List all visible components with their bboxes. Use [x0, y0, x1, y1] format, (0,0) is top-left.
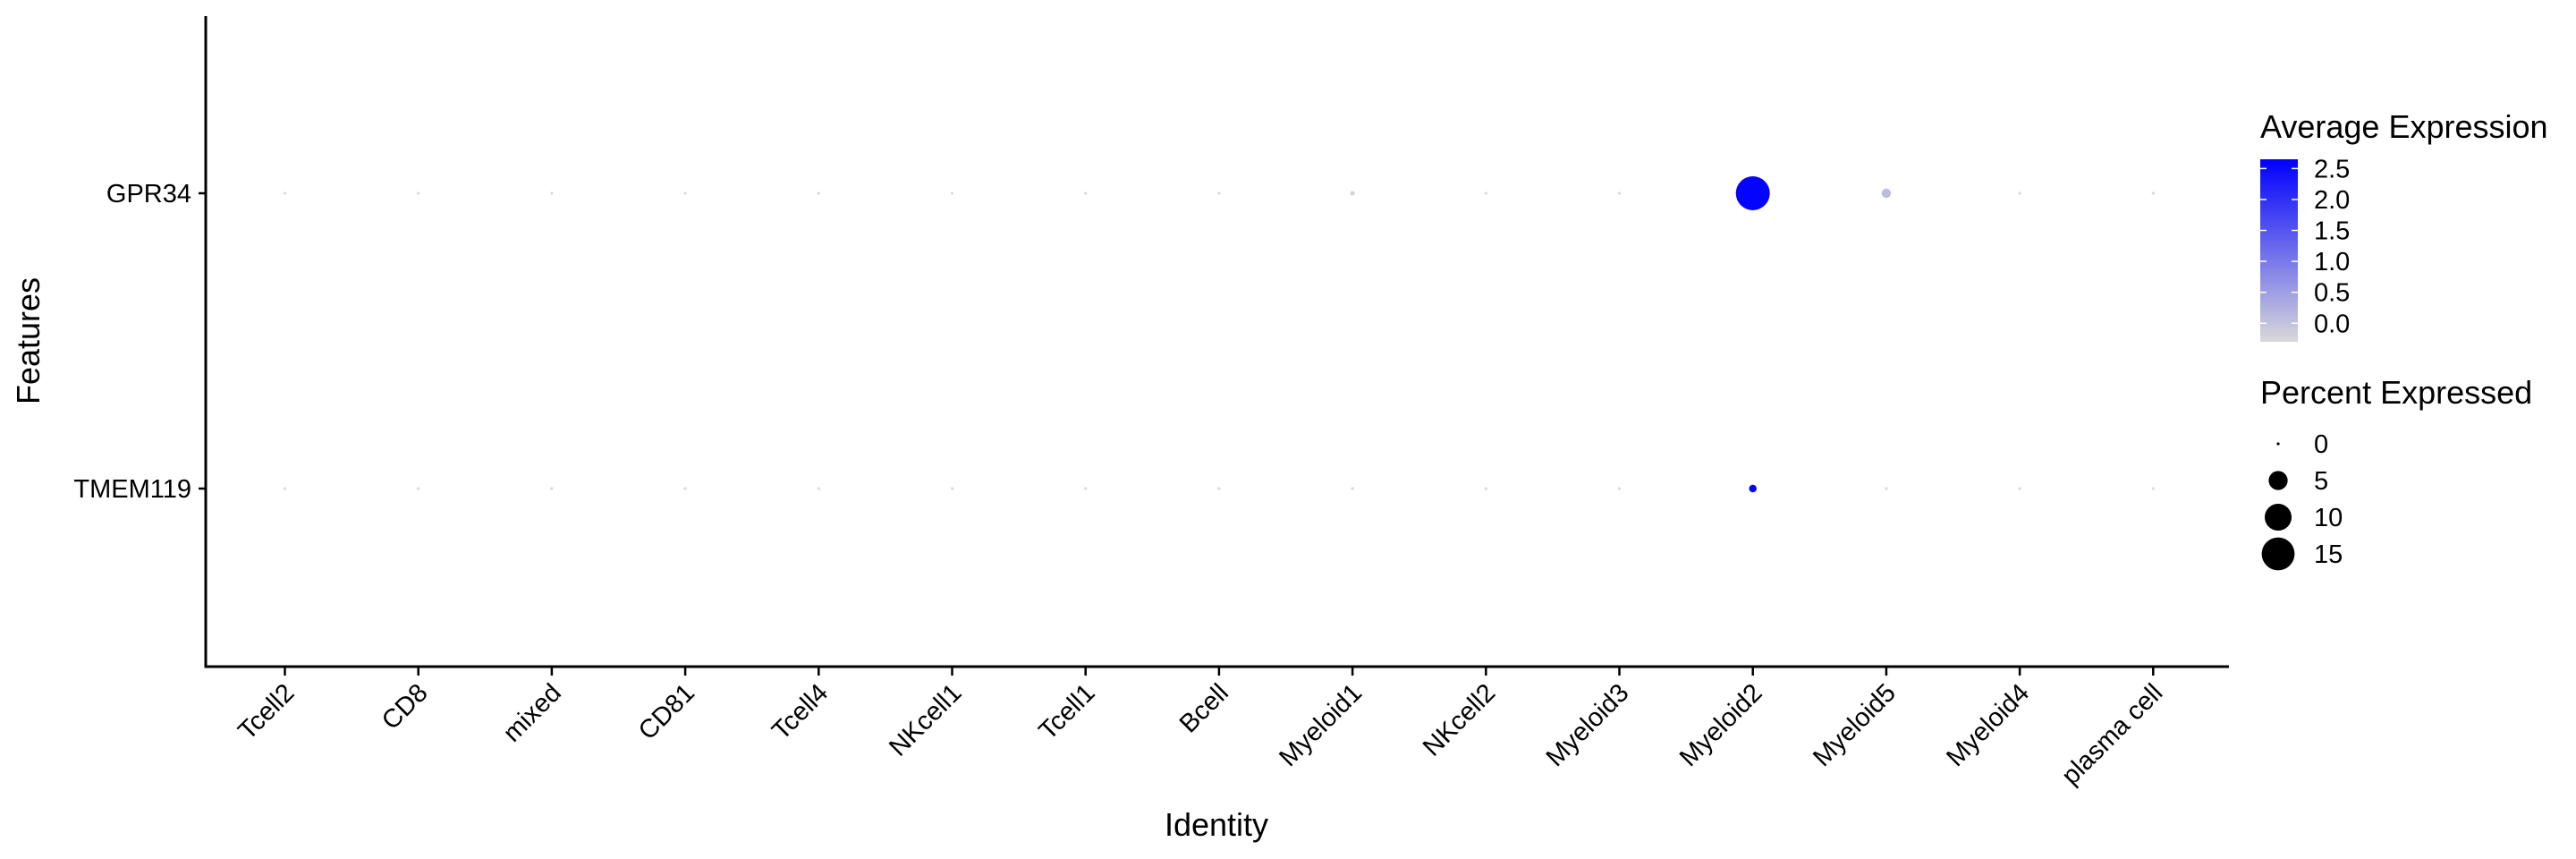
dot	[283, 487, 287, 490]
dot	[1217, 487, 1221, 490]
x-tick-label: Bcell	[1174, 678, 1234, 738]
dot	[1735, 176, 1770, 210]
dot	[550, 191, 554, 195]
color-ticks: 2.5 2.01.51.0 0.50.0	[2260, 155, 2350, 338]
x-tick-label: CD8	[377, 678, 434, 736]
y-tick-label: GPR34	[106, 180, 191, 208]
dot	[1885, 487, 1888, 490]
dot	[1351, 487, 1354, 490]
color-tick-label: 0.5	[2314, 279, 2350, 308]
dot	[1881, 188, 1892, 199]
dot	[550, 487, 554, 490]
dot	[2151, 191, 2155, 195]
y-axis-title: Features	[10, 277, 47, 404]
x-axis-title: Identity	[1165, 806, 1268, 843]
dots	[283, 176, 2155, 493]
y-tick-label: TMEM119	[73, 475, 191, 504]
color-tick-label: 0.0	[2314, 310, 2350, 338]
color-tick-label: 1.5	[2314, 217, 2350, 246]
size-legend-dot	[2276, 442, 2280, 446]
x-tick-label: Myeloid5	[1808, 678, 1902, 772]
dot	[1217, 191, 1221, 195]
dot	[1350, 191, 1355, 196]
x-ticks: Tcell2 CD8 mixed CD81 Tcell4 NKcell1 Tcell1 Bce…	[233, 667, 2168, 791]
dot	[950, 191, 954, 195]
x-tick-label: mixed	[498, 678, 567, 747]
x-tick-label: Tcell2	[233, 678, 300, 745]
x-tick-label: Myeloid1	[1274, 678, 1368, 772]
dot	[1084, 191, 1088, 195]
dot	[817, 487, 820, 490]
plot-axes	[204, 16, 2229, 668]
dot	[1084, 487, 1088, 490]
x-tick-label: plasma cell	[2056, 678, 2168, 790]
x-tick-label: CD81	[633, 678, 700, 745]
x-tick-label: Myeloid2	[1674, 678, 1768, 772]
color-tick-label: 1.0	[2314, 248, 2350, 276]
size-legend-dot	[2268, 471, 2288, 490]
x-tick-label: Tcell1	[1034, 678, 1101, 745]
size-legend-label: 10	[2314, 504, 2343, 532]
size-legend-dot	[2261, 537, 2295, 571]
dot	[950, 487, 954, 490]
dot	[1484, 191, 1487, 195]
dot	[1749, 484, 1757, 493]
dot	[683, 191, 687, 195]
dot	[1484, 487, 1487, 490]
size-legend-label: 5	[2314, 467, 2328, 496]
x-tick-label: Myeloid4	[1941, 678, 2035, 772]
dot	[2018, 487, 2021, 490]
size-legend-label: 0	[2314, 430, 2328, 459]
color-legend-title: Average Expression	[2260, 108, 2548, 145]
size-legend: 0 5 10 15	[2261, 430, 2343, 571]
size-legend-label: 15	[2314, 540, 2343, 569]
dot	[2018, 191, 2021, 195]
x-tick-label: Tcell4	[767, 678, 834, 745]
x-tick-label: Myeloid3	[1541, 678, 1635, 772]
dot	[817, 191, 820, 195]
color-tick-label: 2.5	[2314, 155, 2350, 183]
size-legend-title: Percent Expressed	[2260, 374, 2532, 411]
color-bar	[2260, 159, 2298, 342]
x-tick-label: NKcell2	[1418, 678, 1501, 761]
dot	[2151, 487, 2155, 490]
x-tick-label: NKcell1	[884, 678, 967, 761]
legend: Average Expression 2.5 2.01.51.0 0.50.0 Pe…	[2260, 108, 2548, 571]
dot	[283, 191, 287, 195]
dot	[683, 487, 687, 490]
y-ticks: GPR34 TMEM119	[73, 180, 206, 504]
color-tick-label: 2.0	[2314, 186, 2350, 215]
dot	[417, 487, 420, 490]
dot	[1617, 487, 1622, 490]
dot	[1617, 191, 1622, 195]
size-legend-dot	[2264, 503, 2292, 532]
dot	[417, 191, 420, 195]
